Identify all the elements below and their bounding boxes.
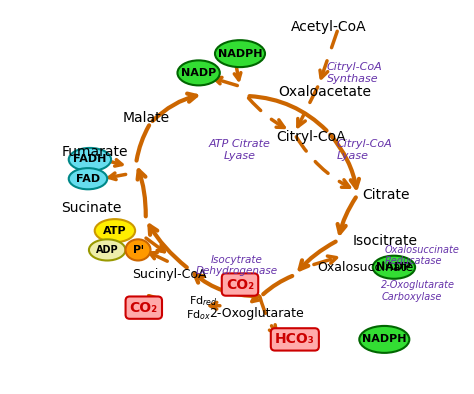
Text: NADPH: NADPH xyxy=(362,335,407,344)
Text: CO₂: CO₂ xyxy=(130,301,158,315)
Text: Isocitrate: Isocitrate xyxy=(353,234,418,248)
Text: ADP: ADP xyxy=(96,245,118,255)
Text: Citryl-CoA: Citryl-CoA xyxy=(276,130,346,144)
Ellipse shape xyxy=(215,40,265,67)
Ellipse shape xyxy=(69,148,111,171)
Text: Citryl-CoA
Lyase: Citryl-CoA Lyase xyxy=(336,139,392,161)
Text: FAD: FAD xyxy=(76,174,100,184)
Text: CO₂: CO₂ xyxy=(226,277,254,292)
Text: Acetyl-CoA: Acetyl-CoA xyxy=(291,20,366,34)
Text: NADP: NADP xyxy=(181,68,216,78)
Text: ATP: ATP xyxy=(103,226,127,236)
Text: Sucinyl-CoA: Sucinyl-CoA xyxy=(133,268,207,281)
Text: Oxalosuccinate: Oxalosuccinate xyxy=(317,261,413,274)
Text: Citrate: Citrate xyxy=(362,188,410,202)
Text: ATP Citrate
Lyase: ATP Citrate Lyase xyxy=(209,139,271,161)
FancyArrowPatch shape xyxy=(137,125,149,161)
Ellipse shape xyxy=(95,219,135,242)
Text: Fd$_{red}$: Fd$_{red}$ xyxy=(189,294,218,308)
Text: Oxalosuccinate
Reducatase: Oxalosuccinate Reducatase xyxy=(384,245,459,266)
Text: 2-Oxoglutarate: 2-Oxoglutarate xyxy=(209,307,304,320)
Text: NADP: NADP xyxy=(376,262,411,272)
Ellipse shape xyxy=(177,60,220,85)
Ellipse shape xyxy=(69,168,107,189)
Text: Fumarate: Fumarate xyxy=(62,145,128,159)
FancyArrowPatch shape xyxy=(249,96,327,130)
Text: Isocytrate
Dehydrogenase: Isocytrate Dehydrogenase xyxy=(196,255,278,276)
Text: Sucinate: Sucinate xyxy=(61,201,122,215)
FancyArrowPatch shape xyxy=(263,276,292,294)
Text: NADPH: NADPH xyxy=(218,48,262,59)
Text: 2-Oxoglutarate
Carboxylase: 2-Oxoglutarate Carboxylase xyxy=(382,281,456,302)
Ellipse shape xyxy=(89,239,126,260)
Ellipse shape xyxy=(359,326,410,353)
Text: Oxaloacetate: Oxaloacetate xyxy=(279,85,372,99)
Ellipse shape xyxy=(373,256,415,279)
Text: Fd$_{ox}$: Fd$_{ox}$ xyxy=(186,309,211,322)
Text: Citryl-CoA
Synthase: Citryl-CoA Synthase xyxy=(327,62,383,84)
Text: FADH: FADH xyxy=(73,154,107,164)
Text: HCO₃: HCO₃ xyxy=(275,333,315,346)
Ellipse shape xyxy=(126,239,151,260)
Text: Malate: Malate xyxy=(123,111,170,125)
Text: Pᴵ: Pᴵ xyxy=(133,245,143,255)
